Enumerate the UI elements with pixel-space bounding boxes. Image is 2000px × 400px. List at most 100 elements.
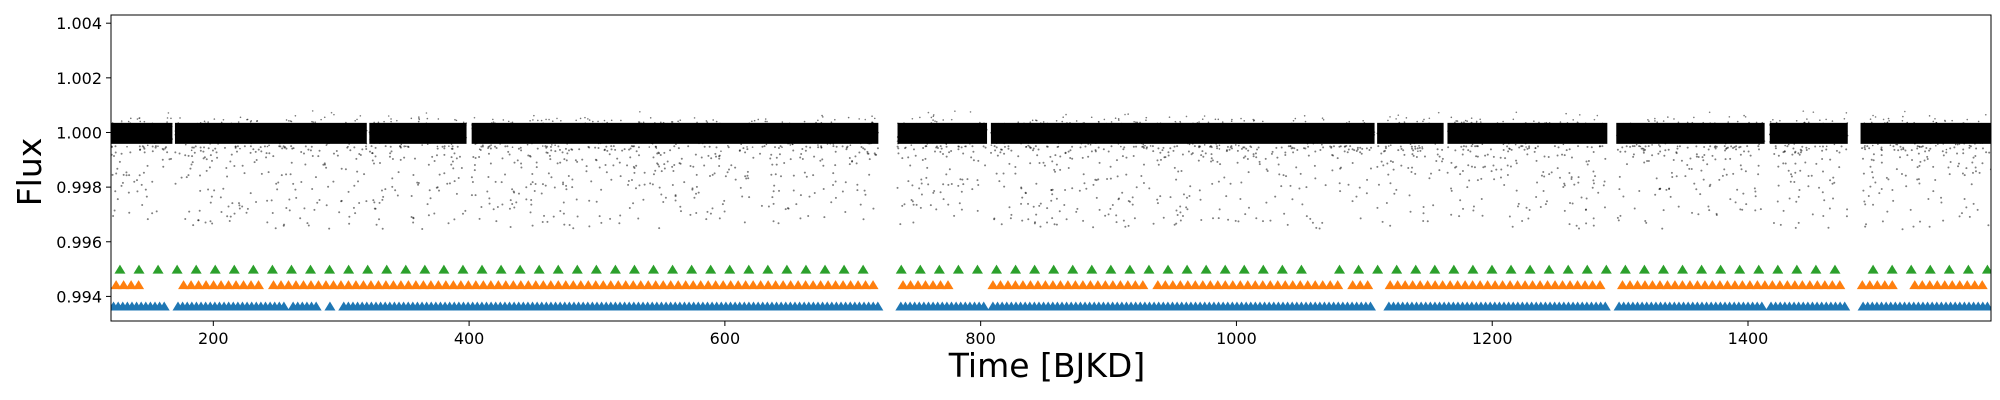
flux-point	[1095, 131, 1098, 134]
flux-point	[489, 129, 492, 131]
flux-point	[839, 132, 841, 135]
flux-point	[1106, 177, 1109, 180]
flux-point	[1094, 135, 1096, 138]
flux-point	[1473, 126, 1476, 129]
flux-point	[1585, 197, 1588, 200]
flux-point	[386, 140, 388, 142]
flux-point	[1534, 123, 1536, 126]
flux-point	[1376, 206, 1379, 209]
flux-point	[1288, 131, 1290, 133]
flux-point	[1421, 128, 1424, 130]
flux-point	[771, 128, 774, 131]
flux-point	[1392, 168, 1395, 171]
flux-point	[838, 127, 841, 130]
flux-point	[177, 131, 180, 133]
flux-point	[360, 129, 363, 132]
flux-point	[1340, 128, 1343, 130]
flux-point	[849, 124, 851, 127]
flux-point	[746, 174, 749, 177]
flux-point	[805, 175, 808, 178]
flux-point	[649, 117, 652, 119]
flux-point	[636, 129, 638, 131]
flux-point	[1674, 126, 1677, 129]
flux-point	[596, 137, 599, 140]
flux-point	[1752, 132, 1754, 135]
flux-point	[401, 130, 403, 132]
flux-point	[1630, 124, 1633, 127]
flux-point	[1226, 145, 1229, 148]
flux-point	[492, 135, 495, 137]
flux-point	[1508, 139, 1510, 142]
flux-point	[1193, 145, 1196, 148]
flux-point	[211, 128, 214, 130]
flux-point	[803, 140, 806, 142]
flux-point	[343, 133, 346, 135]
flux-point	[416, 181, 419, 184]
flux-point	[473, 164, 476, 167]
flux-point	[1200, 154, 1203, 157]
flux-point	[1603, 206, 1606, 209]
flux-point	[819, 138, 821, 140]
flux-point	[1565, 149, 1568, 152]
flux-point	[1228, 133, 1230, 136]
flux-point	[911, 117, 914, 120]
flux-point	[1224, 135, 1227, 137]
flux-point	[940, 147, 943, 150]
flux-point	[533, 189, 536, 192]
flux-point	[1552, 127, 1555, 129]
flux-point	[372, 129, 375, 132]
flux-point	[1277, 163, 1280, 166]
flux-point	[174, 182, 177, 185]
flux-point	[531, 181, 534, 184]
flux-point	[561, 141, 563, 144]
flux-point	[1486, 153, 1489, 156]
flux-point	[723, 210, 726, 213]
flux-point	[1413, 138, 1415, 141]
flux-point	[693, 196, 696, 199]
flux-point	[1309, 131, 1311, 134]
flux-point	[1441, 130, 1443, 133]
flux-point	[1210, 157, 1213, 160]
flux-point	[748, 137, 750, 140]
flux-point	[1480, 197, 1483, 200]
flux-point	[1261, 132, 1263, 135]
flux-point	[579, 117, 582, 120]
flux-point	[595, 126, 598, 128]
flux-point	[1361, 130, 1363, 133]
flux-point	[1523, 129, 1526, 132]
flux-point	[766, 120, 768, 123]
flux-point	[1726, 134, 1729, 136]
flux-point	[1562, 126, 1565, 129]
flux-point	[389, 145, 392, 148]
flux-point	[1097, 133, 1099, 135]
flux-point	[1421, 141, 1424, 144]
flux-point	[745, 177, 748, 180]
flux-point	[539, 127, 542, 129]
flux-point	[1529, 137, 1531, 140]
flux-point	[125, 171, 128, 174]
flux-point	[1348, 120, 1351, 123]
flux-point	[153, 127, 155, 129]
flux-point	[491, 131, 494, 133]
flux-point	[142, 171, 145, 174]
flux-point	[1659, 138, 1662, 140]
flux-point	[1002, 172, 1005, 175]
flux-point	[1540, 174, 1543, 177]
flux-point	[651, 183, 654, 186]
flux-point	[1582, 138, 1585, 141]
flux-point	[935, 121, 938, 123]
flux-point	[416, 128, 419, 130]
flux-point	[871, 137, 873, 139]
flux-point	[396, 194, 399, 197]
flux-point	[1516, 126, 1519, 129]
flux-point	[932, 115, 935, 118]
flux-point	[1249, 145, 1252, 148]
flux-point	[1015, 122, 1017, 125]
flux-point	[111, 173, 114, 176]
flux-point	[787, 136, 790, 139]
flux-point	[1149, 145, 1152, 147]
flux-point	[588, 119, 591, 121]
flux-point	[588, 199, 591, 202]
flux-point	[776, 131, 778, 133]
flux-point	[635, 164, 638, 167]
